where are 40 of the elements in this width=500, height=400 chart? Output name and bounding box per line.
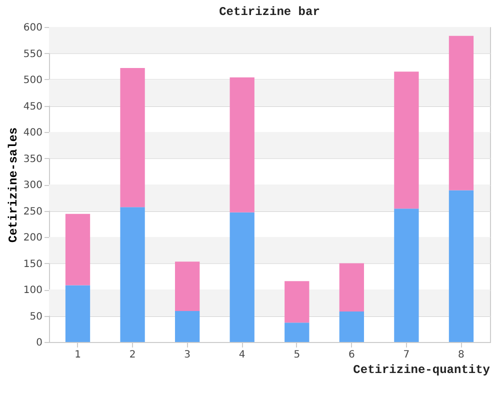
x-tick-label: 5: [294, 350, 300, 360]
y-tick-label: 250: [23, 206, 42, 218]
y-axis-title: Cetirizine-sales: [6, 127, 20, 243]
y-tick-label: 550: [23, 48, 42, 60]
bar: [339, 312, 364, 342]
y-tick-label: 500: [23, 75, 42, 86]
x-tick-label: 8: [458, 350, 464, 360]
bar: [448, 36, 474, 190]
bar: [65, 285, 90, 342]
y-tick-label: 150: [23, 258, 42, 270]
bar: [448, 190, 474, 342]
chart-title: Cetirizine bar: [219, 5, 320, 19]
bar: [394, 208, 419, 342]
bar: [175, 311, 200, 342]
bar: [339, 263, 364, 312]
bar: [394, 72, 419, 209]
y-tick-label: 600: [23, 22, 42, 34]
y-tick-label: 50: [30, 311, 42, 322]
y-tick-label: 350: [23, 154, 42, 165]
x-tick-label: 7: [403, 350, 410, 360]
y-tick-label: 200: [23, 232, 42, 244]
bar: [65, 214, 90, 286]
bar: [120, 68, 145, 208]
bar: [120, 207, 145, 342]
bar: [175, 262, 200, 312]
x-tick-label: 4: [238, 350, 246, 360]
x-tick-label: 2: [129, 350, 136, 360]
y-tick-label: 450: [23, 101, 42, 112]
y-tick-label: 100: [23, 285, 42, 296]
y-tick-label: 400: [23, 128, 42, 138]
bar: [284, 281, 310, 323]
x-axis-title: Cetirizine-quantity: [353, 363, 490, 377]
y-tick-label: 300: [23, 180, 42, 191]
bar: [230, 77, 254, 212]
x-tick-label: 1: [74, 350, 81, 360]
y-tick-label: 0: [36, 338, 42, 348]
x-tick-label: 6: [348, 350, 355, 360]
bar: [230, 212, 254, 342]
x-tick-label: 3: [184, 350, 191, 360]
bar: [284, 322, 310, 342]
